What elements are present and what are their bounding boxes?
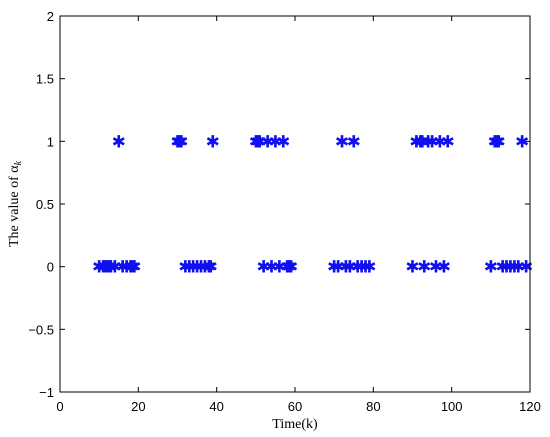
data-point: ✱ bbox=[206, 132, 220, 152]
data-point: ✱ bbox=[119, 258, 133, 278]
x-tick-label: 80 bbox=[366, 399, 380, 414]
data-point: ✱ bbox=[253, 132, 267, 152]
x-tick-label: 20 bbox=[131, 399, 145, 414]
data-point: ✱ bbox=[170, 132, 184, 152]
y-axis-label-main: The value of α bbox=[7, 165, 22, 247]
data-point: ✱ bbox=[100, 258, 114, 278]
data-point: ✱ bbox=[335, 132, 349, 152]
data-point: ✱ bbox=[347, 132, 361, 152]
data-point: ✱ bbox=[327, 258, 341, 278]
data-point: ✱ bbox=[331, 258, 345, 278]
data-point: ✱ bbox=[249, 132, 263, 152]
data-point: ✱ bbox=[515, 132, 529, 152]
data-point: ✱ bbox=[123, 258, 137, 278]
data-point: ✱ bbox=[198, 258, 212, 278]
data-point: ✱ bbox=[405, 258, 419, 278]
data-point: ✱ bbox=[503, 258, 517, 278]
data-point: ✱ bbox=[437, 258, 451, 278]
y-axis-label-subscript: k bbox=[13, 160, 24, 165]
data-point: ✱ bbox=[127, 258, 141, 278]
y-tick-label: 1.5 bbox=[36, 72, 54, 87]
y-tick-label: 1 bbox=[47, 134, 54, 149]
data-point: ✱ bbox=[429, 258, 443, 278]
data-point: ✱ bbox=[484, 258, 498, 278]
data-point: ✱ bbox=[499, 258, 513, 278]
data-point: ✱ bbox=[488, 132, 502, 152]
y-tick-label: 0.5 bbox=[36, 197, 54, 212]
data-point: ✱ bbox=[104, 258, 118, 278]
data-point: ✱ bbox=[116, 258, 130, 278]
x-tick-label: 0 bbox=[56, 399, 63, 414]
data-point: ✱ bbox=[343, 258, 357, 278]
data-point: ✱ bbox=[251, 132, 265, 152]
data-point: ✱ bbox=[409, 132, 423, 152]
data-point: ✱ bbox=[202, 258, 216, 278]
x-tick-label: 40 bbox=[209, 399, 223, 414]
data-point: ✱ bbox=[421, 132, 435, 152]
data-point: ✱ bbox=[112, 132, 126, 152]
y-tick-label: 2 bbox=[47, 9, 54, 24]
data-point: ✱ bbox=[354, 258, 368, 278]
data-point: ✱ bbox=[415, 132, 429, 152]
data-point: ✱ bbox=[425, 132, 439, 152]
data-point: ✱ bbox=[511, 258, 525, 278]
data-point: ✱ bbox=[268, 132, 282, 152]
data-point: ✱ bbox=[96, 258, 110, 278]
data-point: ✱ bbox=[417, 258, 431, 278]
data-point: ✱ bbox=[272, 258, 286, 278]
data-point: ✱ bbox=[339, 258, 353, 278]
y-axis-label: The value of αk bbox=[7, 160, 24, 247]
axis-tick-labels: 0 20 40 60 80 100 120 −1 −0.5 0 0.5 1 1.5 2 bbox=[28, 9, 541, 414]
data-point: ✱ bbox=[358, 258, 372, 278]
y-tick-label: −0.5 bbox=[28, 322, 54, 337]
data-point: ✱ bbox=[125, 258, 139, 278]
data-point: ✱ bbox=[194, 258, 208, 278]
plot-area bbox=[60, 16, 530, 392]
data-point: ✱ bbox=[362, 258, 376, 278]
data-point: ✱ bbox=[178, 258, 192, 278]
data-point: ✱ bbox=[413, 132, 427, 152]
data-point: ✱ bbox=[186, 258, 200, 278]
data-point: ✱ bbox=[260, 132, 274, 152]
data-points: ✱✱✱✱✱✱✱✱✱✱✱✱ ✱✱✱✱✱✱✱✱ ✱✱✱✱✱✱ ✱✱✱✱✱✱✱✱ ✱✱✱✱ ✱✱… bbox=[92, 132, 533, 277]
data-point: ✱ bbox=[490, 132, 504, 152]
plot-frame bbox=[59, 15, 531, 393]
data-point: ✱ bbox=[492, 132, 506, 152]
data-point: ✱ bbox=[264, 258, 278, 278]
x-tick-label: 120 bbox=[519, 399, 541, 414]
data-point: ✱ bbox=[108, 258, 122, 278]
data-point: ✱ bbox=[172, 132, 186, 152]
data-point: ✱ bbox=[433, 132, 447, 152]
y-tick-label: 0 bbox=[47, 260, 54, 275]
data-point: ✱ bbox=[519, 258, 533, 278]
x-tick-label: 100 bbox=[441, 399, 463, 414]
data-point: ✱ bbox=[190, 258, 204, 278]
x-axis-label: Time(k) bbox=[272, 417, 318, 432]
data-point: ✱ bbox=[204, 258, 218, 278]
data-point: ✱ bbox=[441, 132, 455, 152]
data-point: ✱ bbox=[102, 258, 116, 278]
x-tick-label: 60 bbox=[288, 399, 302, 414]
data-point: ✱ bbox=[92, 258, 106, 278]
y-tick-label: −1 bbox=[39, 385, 54, 400]
data-point: ✱ bbox=[174, 132, 188, 152]
data-point: ✱ bbox=[284, 258, 298, 278]
data-point: ✱ bbox=[351, 258, 365, 278]
data-point: ✱ bbox=[507, 258, 521, 278]
data-point: ✱ bbox=[276, 132, 290, 152]
data-point: ✱ bbox=[282, 258, 296, 278]
data-point: ✱ bbox=[257, 258, 271, 278]
data-point: ✱ bbox=[98, 258, 112, 278]
data-point: ✱ bbox=[495, 258, 509, 278]
data-point: ✱ bbox=[280, 258, 294, 278]
data-point: ✱ bbox=[182, 258, 196, 278]
